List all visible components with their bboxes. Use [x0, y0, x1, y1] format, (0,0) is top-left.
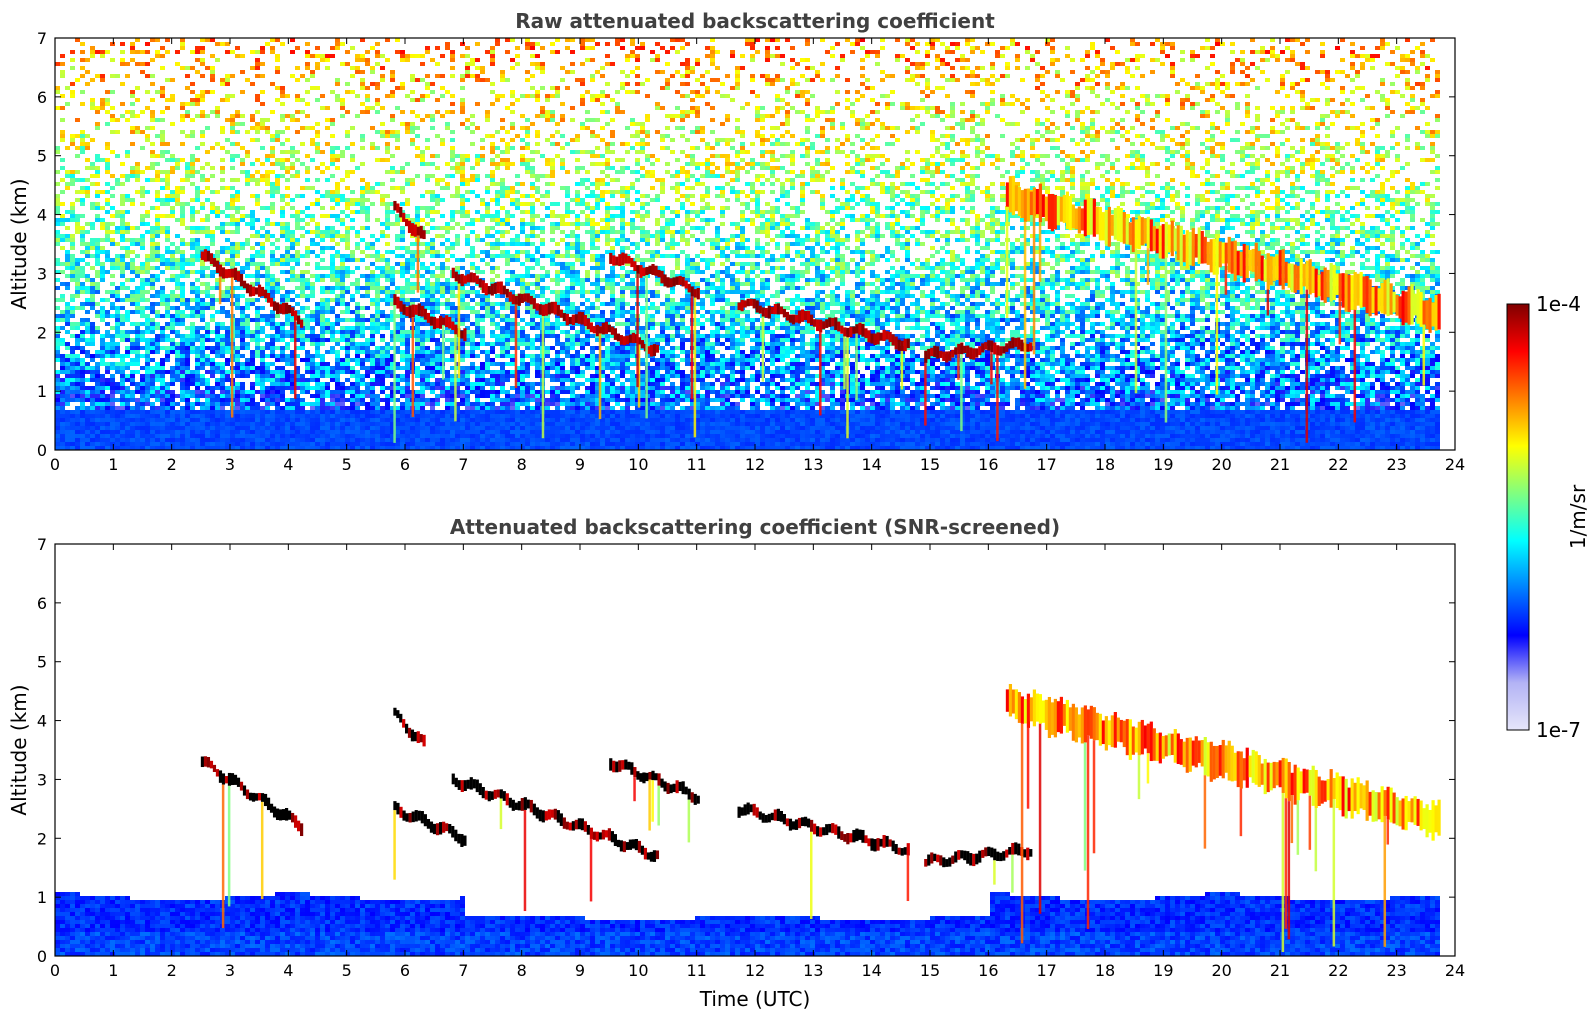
x-tick-label: 23: [1386, 961, 1406, 980]
panel-raw-heatmap: [55, 38, 1441, 450]
x-tick-label: 7: [458, 961, 468, 980]
y-tick-label: 2: [37, 323, 47, 342]
x-tick-label: 9: [575, 455, 585, 474]
x-tick-label: 18: [1095, 455, 1115, 474]
panel-screened-heatmap: [55, 684, 1441, 956]
x-tick-label: 22: [1328, 961, 1348, 980]
x-tick-label: 16: [978, 961, 998, 980]
x-tick-label: 12: [745, 961, 765, 980]
colorbar-gradient: [1506, 303, 1530, 731]
x-tick-label: 14: [861, 455, 881, 474]
x-tick-label: 2: [167, 961, 177, 980]
x-tick-label: 9: [575, 961, 585, 980]
y-tick-label: 5: [37, 653, 47, 672]
x-tick-label: 0: [50, 961, 60, 980]
colorbar-unit-label: 1/m/sr: [1566, 484, 1590, 549]
y-tick-label: 4: [37, 712, 47, 731]
x-tick-label: 16: [978, 455, 998, 474]
y-tick-label: 6: [37, 594, 47, 613]
x-tick-label: 1: [108, 455, 118, 474]
y-tick-label: 2: [37, 829, 47, 848]
x-tick-label: 7: [458, 455, 468, 474]
y-tick-label: 1: [37, 888, 47, 907]
x-tick-label: 3: [225, 455, 235, 474]
x-tick-label: 18: [1095, 961, 1115, 980]
x-tick-label: 15: [920, 961, 940, 980]
x-tick-label: 17: [1036, 455, 1056, 474]
x-tick-label: 24: [1445, 961, 1465, 980]
y-tick-label: 5: [37, 147, 47, 166]
y-tick-label: 7: [37, 535, 47, 554]
panel-screened: Attenuated backscattering coefficient (S…: [7, 515, 1465, 1011]
x-tick-label: 11: [686, 455, 706, 474]
colorbar-max-label: 1e-4: [1536, 292, 1581, 316]
x-tick-label: 5: [342, 455, 352, 474]
background-field: [55, 38, 1440, 450]
x-tick-label: 21: [1270, 455, 1290, 474]
panel-screened-ticks: 0 1 2 3 4 5 6 7 8 9 10 11 12 13 14 15 16 17 18 19 20 21 22 23 24…: [37, 535, 1465, 980]
x-tick-label: 3: [225, 961, 235, 980]
y-tick-label: 1: [37, 382, 47, 401]
x-tick-label: 17: [1036, 961, 1056, 980]
x-tick-label: 21: [1270, 961, 1290, 980]
x-tick-label: 19: [1153, 961, 1173, 980]
x-tick-label: 4: [283, 455, 293, 474]
x-tick-label: 22: [1328, 455, 1348, 474]
panel-raw: Raw attenuated backscattering coefficien…: [7, 9, 1465, 474]
x-tick-label: 6: [400, 455, 410, 474]
panel-raw-ylabel: Altitude (km): [7, 178, 31, 309]
y-tick-label: 6: [37, 88, 47, 107]
x-tick-label: 11: [686, 961, 706, 980]
panel-screened-title: Attenuated backscattering coefficient (S…: [450, 515, 1060, 539]
colorbar-min-label: 1e-7: [1536, 718, 1581, 742]
y-tick-label: 3: [37, 264, 47, 283]
cloud-layers: [200, 175, 1441, 443]
x-tick-label: 2: [167, 455, 177, 474]
panel-screened-xlabel: Time (UTC): [699, 987, 811, 1011]
panel-screened-ylabel: Altitude (km): [7, 684, 31, 815]
x-tick-label: 14: [861, 961, 881, 980]
panel-raw-ticks: 0 1 2 3 4 5 6 7 8 9 10 11 12 13 14 15 16 17 18 19 20 21 22 23 24…: [37, 29, 1465, 474]
x-tick-label: 15: [920, 455, 940, 474]
x-tick-label: 20: [1211, 961, 1231, 980]
x-tick-label: 24: [1445, 455, 1465, 474]
x-tick-label: 19: [1153, 455, 1173, 474]
y-tick-label: 0: [37, 441, 47, 460]
x-tick-label: 8: [517, 961, 527, 980]
x-tick-label: 5: [342, 961, 352, 980]
y-tick-label: 0: [37, 947, 47, 966]
x-tick-label: 10: [628, 455, 648, 474]
x-tick-label: 10: [628, 961, 648, 980]
x-tick-label: 12: [745, 455, 765, 474]
colorbar: 1e-4 1e-7 1/m/sr: [1506, 292, 1590, 742]
x-tick-label: 1: [108, 961, 118, 980]
x-tick-label: 20: [1211, 455, 1231, 474]
y-tick-label: 3: [37, 770, 47, 789]
x-tick-label: 0: [50, 455, 60, 474]
y-tick-label: 4: [37, 206, 47, 225]
background-field: [55, 892, 1440, 956]
x-tick-label: 8: [517, 455, 527, 474]
cloud-layers: [200, 684, 1441, 953]
panel-screened-axes-frame: [54, 543, 1456, 957]
x-tick-label: 6: [400, 961, 410, 980]
x-tick-label: 23: [1386, 455, 1406, 474]
x-tick-label: 13: [803, 961, 823, 980]
x-tick-label: 13: [803, 455, 823, 474]
y-tick-label: 7: [37, 29, 47, 48]
panel-raw-title: Raw attenuated backscattering coefficien…: [515, 9, 995, 33]
x-tick-label: 4: [283, 961, 293, 980]
